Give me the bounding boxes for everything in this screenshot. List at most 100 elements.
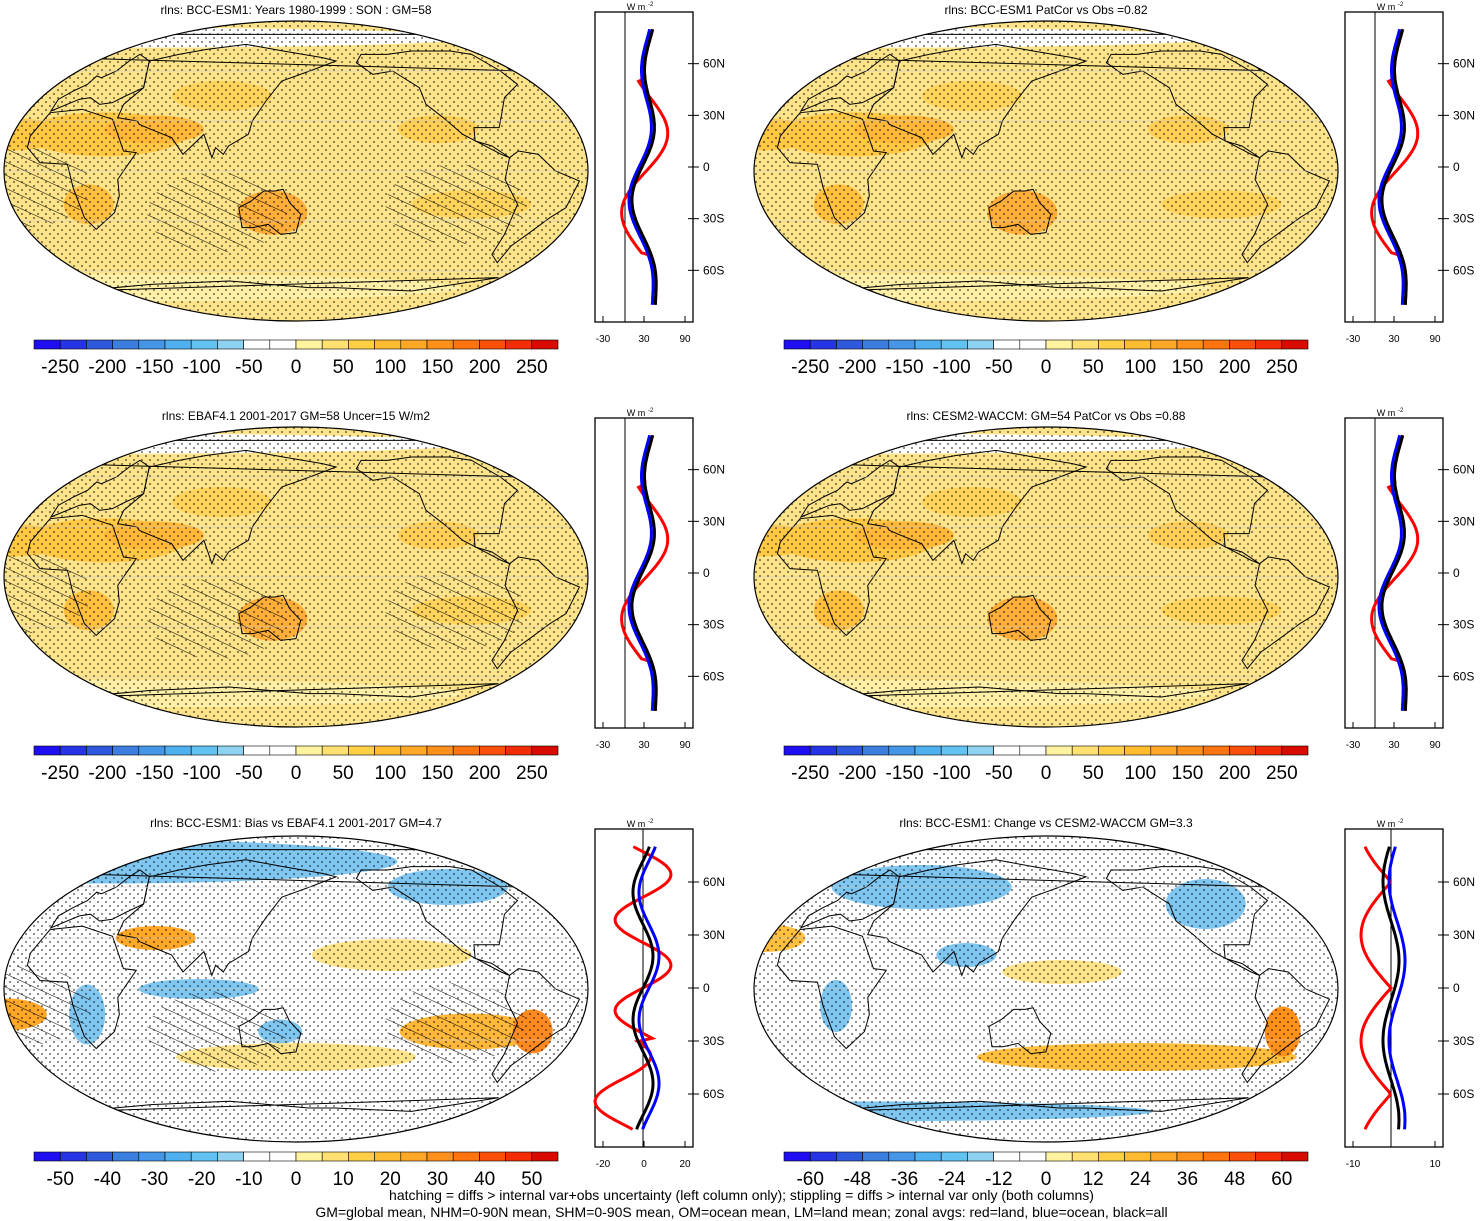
colorbar-tick-label: 0	[1041, 1169, 1052, 1190]
colorbar-tick-label: -200	[88, 357, 126, 378]
map-title: rlns: BCC-ESM1: Bias vs EBAF4.1 2001-201…	[150, 816, 442, 830]
colorbar-tick-label: 60	[1271, 1169, 1292, 1190]
latitude-label: 30S	[1453, 212, 1474, 226]
zonal-unit-label: W m	[627, 408, 646, 418]
zonal-x-tick: 0	[641, 1159, 647, 1170]
latitude-label: 30S	[1453, 618, 1474, 632]
latitude-label: 30N	[703, 514, 725, 528]
colorbar-tick-label: -150	[886, 763, 924, 784]
colorbar-tick-label: -50	[235, 763, 262, 784]
colorbar-tick-label: 12	[1083, 1169, 1104, 1190]
colorbar-tick-label: 250	[516, 763, 548, 784]
ocean-zonal-line	[1387, 846, 1407, 1130]
latitude-label: 30N	[1453, 108, 1475, 122]
map-field	[754, 836, 1338, 1142]
zonal-x-tick: -30	[1346, 334, 1361, 345]
latitude-label: 60S	[1453, 669, 1474, 683]
latitude-label: 60N	[703, 875, 725, 889]
colorbar: -60 -48 -36 -24 -12 0 12 24 36 48 60	[783, 1151, 1309, 1190]
colorbar-tick-label: 0	[1041, 357, 1052, 378]
colorbar-tick-label: 200	[1219, 357, 1251, 378]
panel-figure: -250 -200 -150 -100 -50 0 50 100 150 200 250 W m -2 6…	[753, 2, 1475, 378]
colorbar-tick-label: 36	[1177, 1169, 1198, 1190]
all-zonal-line	[631, 846, 655, 1130]
coastlines	[776, 439, 1331, 698]
panel-p2: rlns: BCC-ESM1 PatCor vs Obs =0.82 -250 -2…	[750, 0, 1483, 406]
colorbar-tick-label: -100	[933, 357, 971, 378]
zonal-mean-plot: W m -2 60N 30N 0 30S 60S -20 0 20	[593, 819, 725, 1170]
colorbar-tick-label: 150	[1172, 357, 1204, 378]
all-zonal-line	[1380, 434, 1408, 711]
panel-p1: rlns: BCC-ESM1: Years 1980-1999 : SON : …	[0, 0, 733, 406]
colorbar-tick-label: -36	[891, 1169, 918, 1190]
colorbar-tick-label: -12	[985, 1169, 1012, 1190]
zonal-x-tick: 10	[1429, 1159, 1441, 1170]
zonal-x-tick: 20	[679, 1159, 691, 1170]
ocean-zonal-line	[1377, 434, 1405, 711]
svg-text:-2: -2	[1398, 2, 1404, 8]
colorbar-tick-label: -50	[985, 763, 1012, 784]
colorbar-tick-label: 200	[469, 763, 501, 784]
map-title: rlns: CESM2-WACCM: GM=54 PatCor vs Obs =…	[906, 409, 1186, 423]
zonal-unit-label: W m	[627, 2, 646, 12]
latitude-label: 30S	[703, 1034, 724, 1048]
all-zonal-line	[630, 434, 658, 711]
colorbar-tick-label: 250	[1266, 357, 1298, 378]
colorbar-tick-label: -50	[985, 357, 1012, 378]
colorbar-tick-label: 20	[380, 1169, 401, 1190]
colorbar: -250 -200 -150 -100 -50 0 50 100 150 200 250	[33, 339, 559, 378]
ocean-zonal-line	[627, 28, 655, 305]
latitude-label: 30N	[1453, 928, 1475, 942]
map-title: rlns: EBAF4.1 2001-2017 GM=58 Uncer=15 W…	[161, 409, 431, 423]
colorbar-tick-label: 50	[521, 1169, 542, 1190]
latitude-label: 0	[703, 160, 710, 174]
zonal-x-tick: 90	[679, 334, 691, 345]
colorbar: -50 -40 -30 -20 -10 0 10 20 30 40 50	[33, 1151, 559, 1190]
colorbar-tick-label: 24	[1130, 1169, 1152, 1190]
panel-figure: -50 -40 -30 -20 -10 0 10 20 30 40 50 W m -2 60N 30N 0 30…	[3, 819, 725, 1190]
zonal-mean-plot: W m -2 60N 30N 0 30S 60S -30 30 90	[594, 2, 725, 345]
svg-text:-2: -2	[648, 819, 654, 825]
zonal-x-tick: -10	[1346, 1159, 1361, 1170]
panel-figure: -250 -200 -150 -100 -50 0 50 100 150 200 250 W m -2 6…	[753, 408, 1475, 784]
colorbar-tick-label: 0	[291, 763, 302, 784]
colorbar-tick-label: -30	[141, 1169, 168, 1190]
colorbar-tick-label: 100	[374, 763, 406, 784]
panel-figure: -250 -200 -150 -100 -50 0 50 100 150 200 250 W m -2 6…	[3, 2, 725, 378]
latitude-label: 30S	[703, 212, 724, 226]
zonal-x-tick: -20	[596, 1159, 611, 1170]
svg-text:-2: -2	[648, 408, 654, 414]
zonal-mean-plot: W m -2 60N 30N 0 30S 60S -30 30 90	[1344, 408, 1475, 751]
zonal-x-tick: -30	[596, 334, 611, 345]
all-zonal-line	[1380, 28, 1408, 305]
colorbar-tick-label: -24	[938, 1169, 966, 1190]
colorbar-tick-label: -40	[94, 1169, 121, 1190]
latitude-label: 60S	[1453, 1087, 1474, 1101]
colorbar-tick-label: 150	[1172, 763, 1204, 784]
colorbar-tick-label: 200	[1219, 763, 1251, 784]
svg-text:-2: -2	[1398, 408, 1404, 414]
zonal-unit-label: W m	[627, 819, 646, 829]
map-field	[754, 21, 1338, 321]
colorbar: -250 -200 -150 -100 -50 0 50 100 150 200 250	[783, 339, 1309, 378]
latitude-label: 60S	[703, 263, 724, 277]
latitude-label: 30S	[703, 618, 724, 632]
colorbar: -250 -200 -150 -100 -50 0 50 100 150 200 250	[33, 745, 559, 784]
latitude-label: 0	[1453, 160, 1460, 174]
latitude-label: 30N	[703, 928, 725, 942]
map-field	[754, 427, 1338, 727]
zonal-x-tick: 30	[1388, 334, 1400, 345]
colorbar-tick-label: -250	[791, 357, 829, 378]
footer-line-2: GM=global mean, NHM=0-90N mean, SHM=0-90…	[315, 1204, 1168, 1220]
zonal-x-tick: 30	[1388, 740, 1400, 751]
latitude-label: 0	[703, 981, 710, 995]
footer-line-1: hatching = diffs > internal var+obs unce…	[389, 1187, 1094, 1203]
panel-figure: -250 -200 -150 -100 -50 0 50 100 150 200 250 W m -2 6…	[3, 408, 725, 784]
zonal-x-tick: 90	[1429, 740, 1441, 751]
colorbar-tick-label: -150	[136, 357, 174, 378]
colorbar-tick-label: -150	[136, 763, 174, 784]
land-zonal-line	[1359, 846, 1394, 1130]
latitude-label: 30N	[703, 108, 725, 122]
colorbar-tick-label: -48	[844, 1169, 871, 1190]
colorbar-tick-label: -20	[188, 1169, 215, 1190]
